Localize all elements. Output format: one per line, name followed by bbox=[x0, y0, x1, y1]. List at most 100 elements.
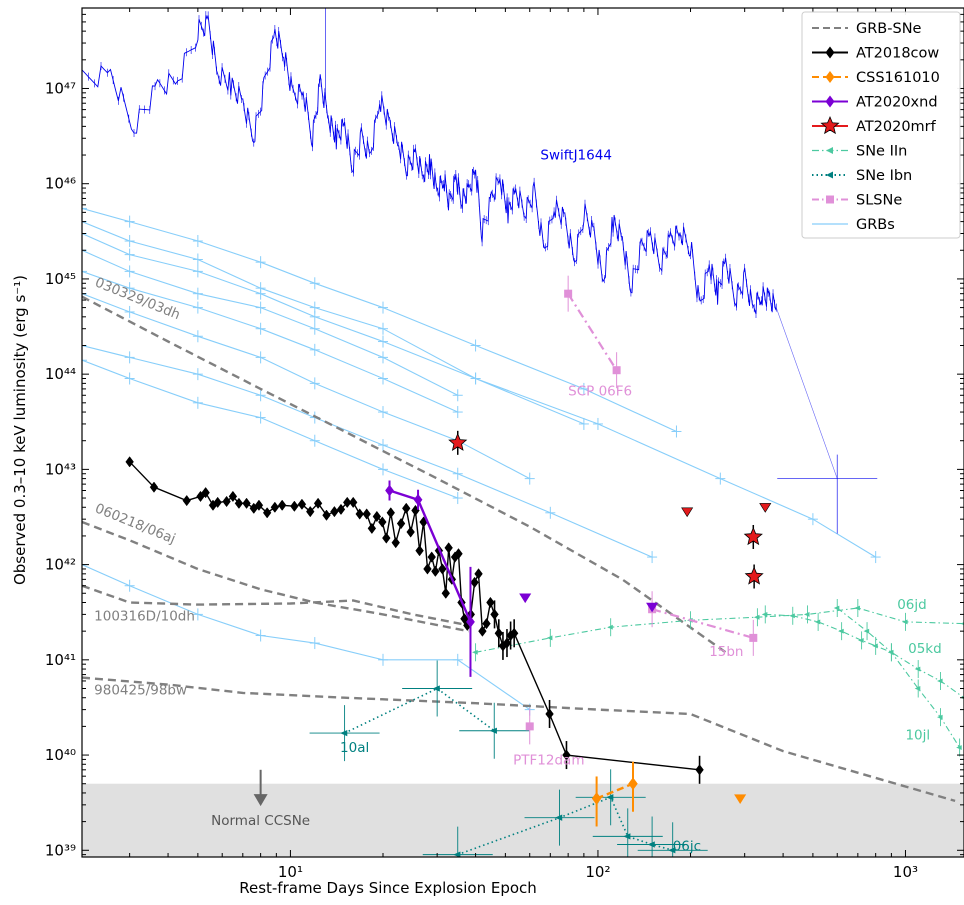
grb-line bbox=[82, 344, 653, 558]
grb-sne-line bbox=[82, 676, 956, 803]
slsn-marker bbox=[612, 366, 621, 375]
at2018cow-marker bbox=[262, 507, 272, 519]
legend-marker bbox=[820, 115, 840, 135]
at2018cow-marker bbox=[372, 510, 382, 523]
at2018cow-marker bbox=[431, 565, 440, 577]
y-tick-label: 10⁴⁶ bbox=[45, 175, 76, 193]
at2018cow-marker bbox=[438, 563, 447, 575]
y-tick-label: 10⁴⁰ bbox=[45, 746, 76, 764]
normal-ccsne-band bbox=[82, 783, 964, 857]
grb-line bbox=[82, 249, 458, 396]
upper-limit-marker bbox=[681, 507, 694, 518]
at2018cow-marker bbox=[234, 497, 244, 509]
at2018cow-marker bbox=[474, 568, 483, 580]
swift-j1644-line bbox=[82, 15, 777, 315]
at2018cow-marker bbox=[277, 499, 287, 511]
y-axis-label: Observed 0.3–10 keV luminosity (erg s⁻¹) bbox=[11, 275, 29, 585]
legend-label: SNe Ibn bbox=[856, 168, 912, 184]
sne-iin-marker bbox=[854, 605, 860, 611]
upper-limit-marker bbox=[519, 593, 532, 604]
legend-box bbox=[801, 11, 961, 239]
annotation-label: 980425/98bw bbox=[94, 683, 187, 699]
at2018cow-marker bbox=[402, 502, 411, 514]
y-tick-label: 10⁴⁴ bbox=[45, 365, 76, 383]
at2020mrf-marker bbox=[744, 566, 764, 585]
at2020mrf-marker bbox=[448, 432, 468, 451]
x-tick-label: 10¹ bbox=[278, 863, 303, 881]
sne-iin-marker bbox=[546, 635, 553, 641]
sne-iin-marker bbox=[803, 611, 810, 617]
sne-ibn-marker bbox=[623, 833, 631, 840]
sne-iin-marker bbox=[789, 613, 795, 619]
at2018cow-marker bbox=[322, 509, 331, 521]
y-tick-label: 10³⁹ bbox=[45, 841, 76, 859]
at2018cow-marker bbox=[478, 625, 487, 637]
sne-iin-marker bbox=[863, 628, 870, 634]
sne-iin-marker bbox=[833, 605, 840, 611]
at2018cow-marker bbox=[470, 576, 479, 589]
at2018cow-marker bbox=[290, 500, 299, 512]
at2018cow-marker bbox=[509, 627, 519, 639]
legend-label: SLSNe bbox=[856, 193, 902, 209]
y-tick-label: 10⁴³ bbox=[45, 460, 76, 478]
y-tick-label: 10⁴² bbox=[45, 556, 76, 574]
sne-iin-marker bbox=[956, 745, 962, 750]
at2018cow-marker bbox=[182, 494, 191, 507]
at2018cow-marker bbox=[391, 537, 400, 549]
at2018cow-marker bbox=[545, 708, 554, 720]
sne-iin-marker bbox=[914, 666, 921, 672]
at2020mrf-marker bbox=[743, 526, 763, 546]
legend-label: GRBs bbox=[856, 217, 895, 233]
grb-line bbox=[82, 359, 458, 499]
legend-label: SNe IIn bbox=[856, 144, 907, 160]
at2018cow-marker bbox=[201, 487, 210, 499]
sne-iin-marker bbox=[872, 643, 878, 649]
legend-label: GRB-SNe bbox=[856, 21, 922, 37]
sne-iin-marker bbox=[838, 628, 844, 634]
legend-marker bbox=[825, 71, 835, 83]
at2018cow-marker bbox=[502, 637, 512, 649]
sne-iin-line bbox=[836, 607, 961, 748]
grb-line bbox=[82, 293, 530, 480]
sne-ibn-line bbox=[457, 796, 673, 856]
at2020xnd-marker bbox=[466, 616, 475, 628]
at2018cow-marker bbox=[254, 499, 264, 511]
upper-limit-marker bbox=[759, 503, 772, 513]
css161010-marker bbox=[591, 792, 602, 805]
at2018cow-marker bbox=[427, 551, 436, 563]
css161010-line bbox=[596, 782, 634, 800]
at2018cow-marker bbox=[222, 495, 231, 508]
at2018cow-marker bbox=[490, 608, 499, 621]
annotation-label: PTF12dam bbox=[513, 752, 584, 768]
sne-ibn-marker bbox=[340, 729, 348, 737]
grb-sne-line bbox=[82, 520, 469, 633]
sne-iin-marker bbox=[937, 714, 943, 720]
legend-label: AT2018cow bbox=[856, 46, 939, 62]
sne-iin-marker bbox=[814, 619, 821, 625]
y-tick-label: 10⁴⁷ bbox=[45, 79, 76, 97]
slsn-marker bbox=[525, 722, 534, 731]
at2018cow-marker bbox=[415, 545, 424, 557]
legend-marker bbox=[826, 171, 833, 179]
sne-ibn-line bbox=[344, 687, 495, 734]
plot-frame bbox=[81, 7, 964, 858]
annotation-label: 06jc bbox=[673, 838, 701, 854]
at2018cow-marker bbox=[406, 526, 415, 538]
grb-sne-line bbox=[82, 295, 727, 654]
at2018cow-marker bbox=[242, 497, 251, 509]
sne-iin-marker bbox=[472, 649, 478, 655]
at2020xnd-marker bbox=[413, 493, 423, 506]
at2018cow-marker bbox=[348, 496, 358, 509]
at2018cow-marker bbox=[330, 506, 339, 518]
sne-iin-marker bbox=[960, 622, 964, 626]
at2018cow-marker bbox=[125, 456, 134, 468]
at2018cow-marker bbox=[494, 627, 504, 639]
at2018cow-marker bbox=[336, 503, 346, 516]
sne-ibn-marker bbox=[489, 727, 497, 734]
upper-limit-marker bbox=[734, 794, 747, 804]
css161010-marker bbox=[628, 777, 638, 791]
x-tick-label: 10² bbox=[585, 863, 610, 881]
at2018cow-marker bbox=[149, 481, 159, 493]
at2018cow-marker bbox=[382, 532, 391, 544]
at2018cow-marker bbox=[228, 490, 238, 503]
